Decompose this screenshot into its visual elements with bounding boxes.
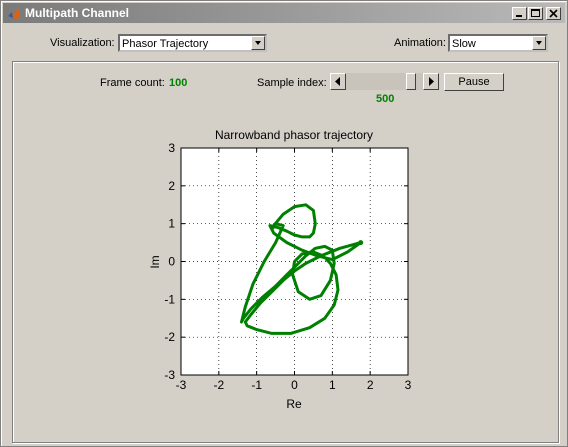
animation-dropdown-button[interactable] bbox=[532, 36, 546, 50]
display-panel bbox=[12, 61, 559, 443]
x-tick-label: 1 bbox=[329, 378, 336, 392]
y-tick-label: -1 bbox=[164, 292, 175, 306]
frame-count-label: Frame count: bbox=[100, 77, 165, 89]
minimize-button[interactable] bbox=[512, 7, 527, 20]
animation-select[interactable]: Slow bbox=[448, 34, 548, 52]
phasor-chart: Narrowband phasor trajectory -3 -2 -1 0 1 2 3 -… bbox=[148, 128, 412, 411]
x-axis-label: Re bbox=[286, 397, 302, 411]
frame-count-value: 100 bbox=[169, 77, 188, 89]
title-bar[interactable]: Multipath Channel bbox=[3, 3, 565, 23]
visualization-select[interactable]: Phasor Trajectory bbox=[118, 34, 267, 52]
x-tick-label: -1 bbox=[251, 378, 262, 392]
y-axis-label: Im bbox=[148, 255, 162, 268]
chevron-down-icon bbox=[536, 41, 542, 45]
maximize-icon bbox=[531, 9, 540, 17]
close-button[interactable] bbox=[546, 7, 561, 20]
x-tick-label: 0 bbox=[291, 378, 298, 392]
visualization-label: Visualization: bbox=[50, 37, 115, 49]
phasor-trajectory-line bbox=[240, 203, 363, 335]
window-title: Multipath Channel bbox=[25, 6, 129, 20]
y-tick-label: 1 bbox=[168, 217, 175, 231]
animation-label: Animation: bbox=[394, 37, 446, 49]
sample-index-value: 500 bbox=[376, 93, 395, 105]
x-tick-label: -2 bbox=[213, 378, 224, 392]
slider-left-button[interactable] bbox=[330, 73, 346, 90]
y-tick-label: 2 bbox=[168, 179, 175, 193]
y-tick-label: -3 bbox=[164, 368, 175, 382]
slider-thumb[interactable] bbox=[406, 73, 416, 90]
arrow-right-icon bbox=[429, 77, 434, 86]
x-tick-label: -3 bbox=[176, 378, 187, 392]
sample-index-label: Sample index: bbox=[257, 77, 327, 89]
visualization-value: Phasor Trajectory bbox=[122, 38, 209, 50]
trajectory-point bbox=[358, 240, 364, 246]
visualization-dropdown-button[interactable] bbox=[251, 36, 265, 50]
y-tick-label: -2 bbox=[164, 330, 175, 344]
chevron-down-icon bbox=[255, 41, 261, 45]
animation-value: Slow bbox=[452, 38, 476, 50]
pause-button[interactable]: Pause bbox=[444, 73, 504, 91]
maximize-button[interactable] bbox=[528, 7, 543, 20]
minimize-icon bbox=[516, 15, 522, 17]
x-tick-label: 2 bbox=[367, 378, 374, 392]
arrow-left-icon bbox=[335, 77, 340, 86]
sample-index-slider[interactable] bbox=[346, 73, 423, 90]
close-icon bbox=[549, 9, 558, 18]
chart-title: Narrowband phasor trajectory bbox=[215, 128, 373, 142]
y-tick-label: 0 bbox=[168, 255, 175, 269]
y-tick-label: 3 bbox=[168, 141, 175, 155]
x-tick-label: 3 bbox=[405, 378, 412, 392]
slider-right-button[interactable] bbox=[423, 73, 439, 90]
matlab-logo-icon bbox=[8, 7, 20, 19]
